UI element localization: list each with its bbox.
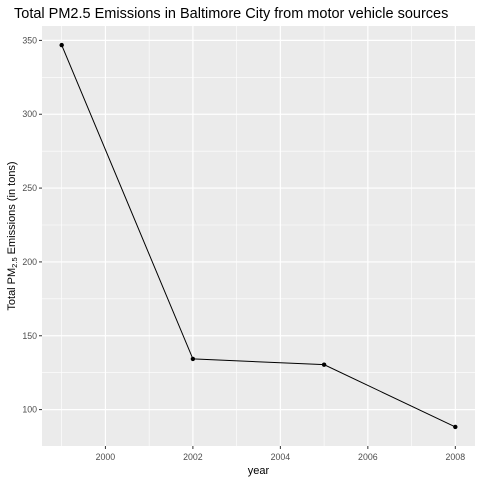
y-tick-label: 200 bbox=[22, 257, 37, 267]
data-point bbox=[453, 424, 458, 430]
x-axis-title: year bbox=[248, 465, 270, 477]
x-tick-label: 2002 bbox=[183, 452, 203, 462]
y-tick-label: 350 bbox=[22, 35, 37, 45]
data-points bbox=[59, 42, 458, 430]
x-axis-ticks: 2000 2002 2004 2006 2008 bbox=[96, 446, 466, 462]
major-gridlines bbox=[42, 26, 475, 446]
data-point bbox=[321, 362, 327, 367]
y-axis-title-subscript: 2.5 bbox=[10, 257, 19, 267]
y-tick-label: 100 bbox=[22, 405, 37, 415]
plot-panel bbox=[42, 26, 475, 446]
y-axis-title-rest: Emissions (in tons) bbox=[6, 161, 18, 257]
x-tick-label: 2008 bbox=[446, 452, 466, 462]
x-tick-label: 2006 bbox=[358, 452, 378, 462]
data-point bbox=[190, 356, 196, 362]
x-tick-label: 2000 bbox=[96, 452, 116, 462]
chart-title: Total PM2.5 Emissions in Baltimore City … bbox=[14, 6, 448, 22]
series-line bbox=[61, 44, 456, 428]
y-tick-label: 300 bbox=[22, 109, 37, 119]
x-tick-label: 2004 bbox=[271, 452, 291, 462]
data-point bbox=[59, 42, 64, 48]
y-tick-label: 150 bbox=[22, 331, 37, 341]
y-axis-title: Total PM2.5 Emissions (in tons) bbox=[6, 161, 19, 310]
y-axis-ticks: 100 150 200 250 300 350 bbox=[22, 35, 42, 415]
y-axis-title-main: Total PM bbox=[6, 268, 18, 311]
y-tick-label: 250 bbox=[22, 183, 37, 193]
minor-gridlines bbox=[42, 26, 475, 446]
